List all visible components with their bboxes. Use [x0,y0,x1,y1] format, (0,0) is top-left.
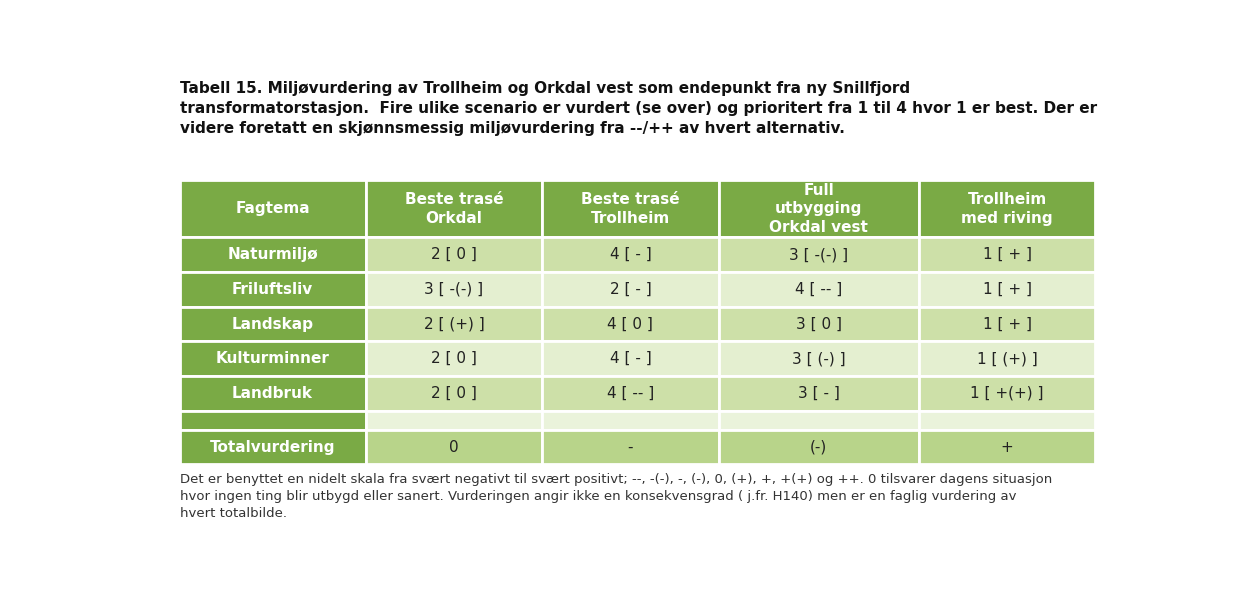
Bar [179,307,366,341]
Bar [542,341,719,376]
Bar [919,341,1096,376]
Bar [919,430,1096,464]
Text: 0: 0 [449,440,459,454]
Text: Landskap: Landskap [231,317,313,331]
Bar [179,341,366,376]
Bar [919,237,1096,272]
Bar [919,272,1096,307]
Text: 1 [ + ]: 1 [ + ] [983,317,1031,331]
Text: Full
utbygging
Orkdal vest: Full utbygging Orkdal vest [769,183,868,235]
Bar [179,180,366,237]
Text: (-): (-) [810,440,827,454]
Text: 1 [ (+) ]: 1 [ (+) ] [977,351,1037,367]
Bar [919,411,1096,430]
Text: 4 [ -- ]: 4 [ -- ] [795,282,842,297]
Bar [179,237,366,272]
Bar [366,307,542,341]
Text: 1 [ + ]: 1 [ + ] [983,247,1031,262]
Text: 4 [ - ]: 4 [ - ] [610,247,652,262]
Bar [919,180,1096,237]
Text: Fagtema: Fagtema [235,201,310,216]
Bar [919,376,1096,411]
Bar [179,411,366,430]
Text: 1 [ +(+) ]: 1 [ +(+) ] [970,386,1044,401]
Bar [366,237,542,272]
Bar [542,411,719,430]
Bar [719,237,919,272]
Bar [542,272,719,307]
Text: 3 [ -(-) ]: 3 [ -(-) ] [424,282,484,297]
Text: Kulturminner: Kulturminner [215,351,330,367]
Bar [179,430,366,464]
Text: Beste trasé
Orkdal: Beste trasé Orkdal [404,192,504,226]
Bar [366,430,542,464]
Text: 2 [ (+) ]: 2 [ (+) ] [423,317,484,331]
Text: 2 [ 0 ]: 2 [ 0 ] [430,247,476,262]
Text: 3 [ (-) ]: 3 [ (-) ] [792,351,846,367]
Bar [179,376,366,411]
Bar [366,341,542,376]
Text: Friluftsliv: Friluftsliv [231,282,313,297]
Text: +: + [1001,440,1014,454]
Bar [542,430,719,464]
Text: 4 [ -- ]: 4 [ -- ] [607,386,654,401]
Bar [719,341,919,376]
Text: 1 [ + ]: 1 [ + ] [983,282,1031,297]
Bar [179,272,366,307]
Bar [719,180,919,237]
Text: 4 [ 0 ]: 4 [ 0 ] [607,317,653,331]
Text: -: - [628,440,633,454]
Text: 3 [ - ]: 3 [ - ] [797,386,840,401]
Text: Landbruk: Landbruk [233,386,313,401]
Text: 3 [ -(-) ]: 3 [ -(-) ] [789,247,848,262]
Text: 2 [ - ]: 2 [ - ] [610,282,652,297]
Text: Naturmiljø: Naturmiljø [228,247,318,262]
Bar [719,307,919,341]
Text: 3 [ 0 ]: 3 [ 0 ] [796,317,842,331]
Bar [719,411,919,430]
Text: Det er benyttet en nidelt skala fra svært negativt til svært positivt; --, -(-),: Det er benyttet en nidelt skala fra svær… [179,472,1052,520]
Bar [366,411,542,430]
Text: Beste trasé
Trollheim: Beste trasé Trollheim [581,192,679,226]
Bar [542,180,719,237]
Bar [719,272,919,307]
Bar [366,272,542,307]
Bar [366,180,542,237]
Bar [542,307,719,341]
Bar [719,430,919,464]
Text: Trollheim
med riving: Trollheim med riving [962,192,1054,226]
Bar [719,376,919,411]
Text: 2 [ 0 ]: 2 [ 0 ] [430,351,476,367]
Bar [919,307,1096,341]
Text: 2 [ 0 ]: 2 [ 0 ] [430,386,476,401]
Bar [366,376,542,411]
Bar [542,237,719,272]
Text: Totalvurdering: Totalvurdering [210,440,336,454]
Text: 4 [ - ]: 4 [ - ] [610,351,652,367]
Text: Tabell 15. Miljøvurdering av Trollheim og Orkdal vest som endepunkt fra ny Snill: Tabell 15. Miljøvurdering av Trollheim o… [179,81,1097,135]
Bar [542,376,719,411]
